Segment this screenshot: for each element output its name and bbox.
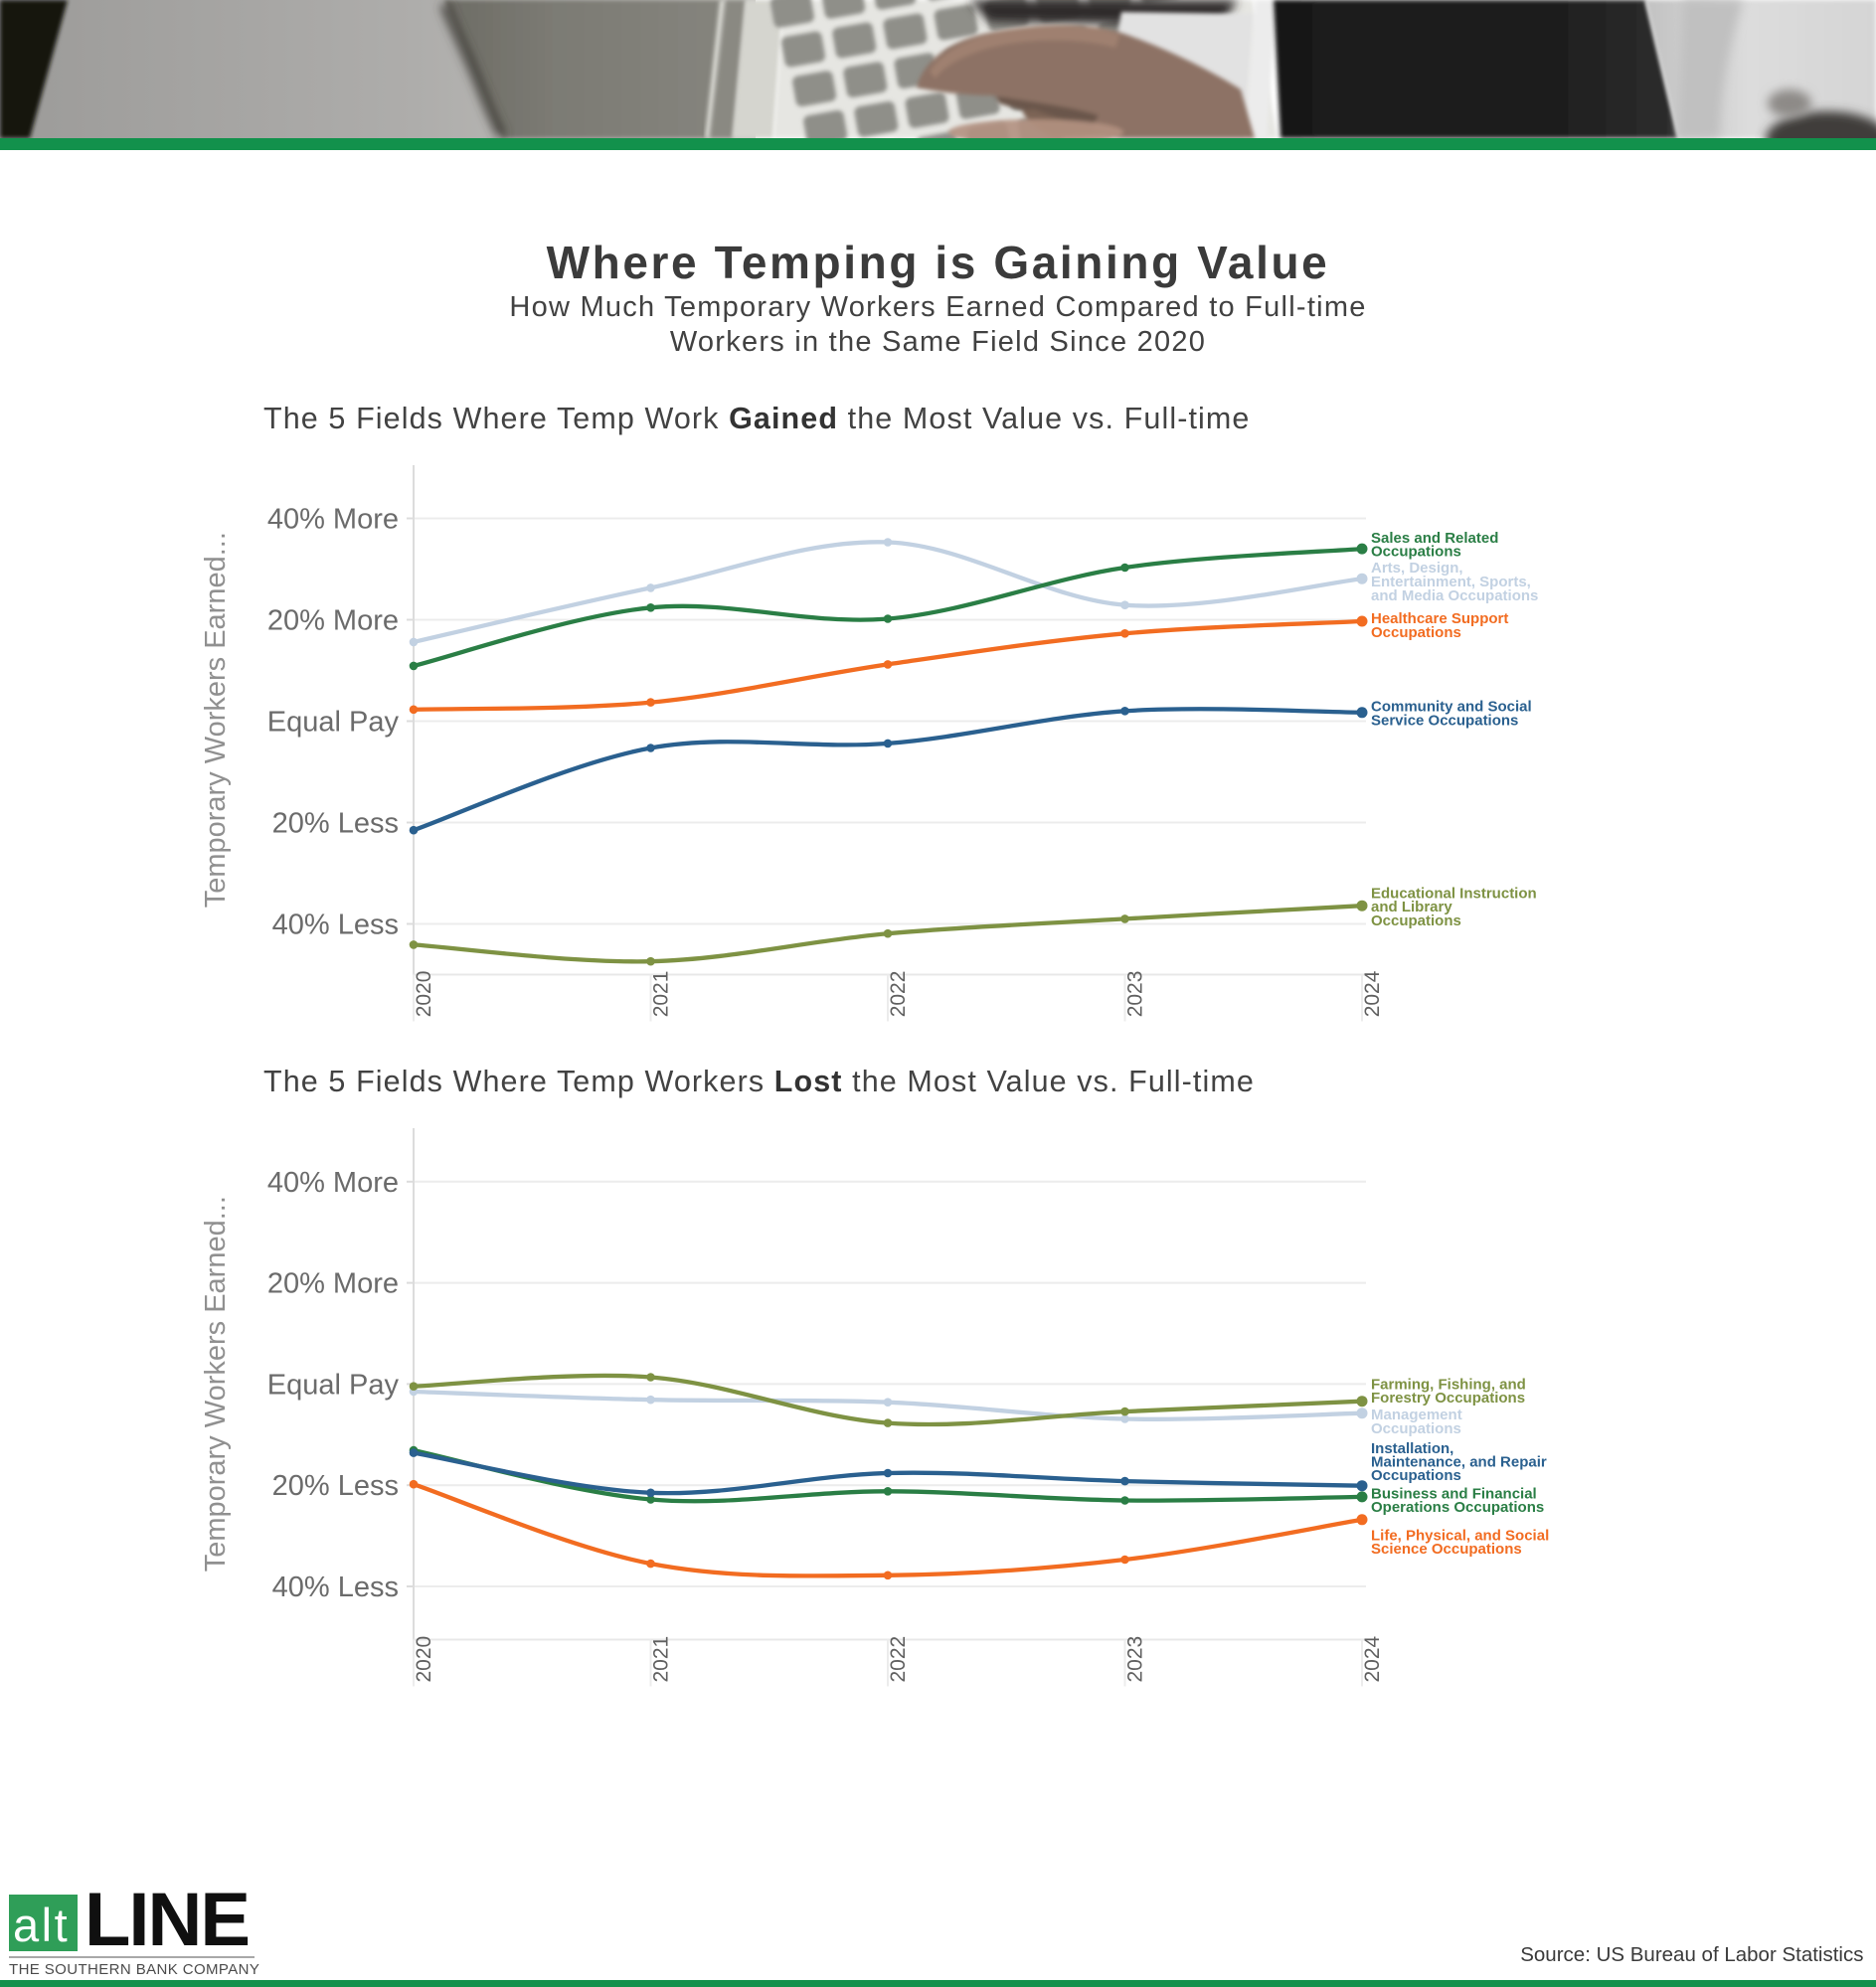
svg-text:2021: 2021 <box>650 971 673 1018</box>
svg-text:40% More: 40% More <box>267 504 399 536</box>
svg-text:Temporary Workers Earned...: Temporary Workers Earned... <box>200 532 232 908</box>
svg-text:Installation,Maintenance, and: Installation, Maintenance, and Repair Occu… <box>1371 1440 1547 1484</box>
svg-text:40% Less: 40% Less <box>272 1572 399 1603</box>
svg-text:2020: 2020 <box>413 1636 435 1683</box>
svg-text:40% More: 40% More <box>267 1167 399 1199</box>
svg-text:2022: 2022 <box>887 1636 910 1683</box>
svg-text:20% More: 20% More <box>267 1268 399 1300</box>
svg-text:2020: 2020 <box>413 971 435 1018</box>
svg-text:40% Less: 40% Less <box>272 910 399 941</box>
svg-text:2021: 2021 <box>650 1636 673 1683</box>
svg-text:2023: 2023 <box>1124 971 1147 1018</box>
svg-text:Equal Pay: Equal Pay <box>267 1369 400 1401</box>
svg-text:2024: 2024 <box>1361 1635 1384 1682</box>
svg-text:Temporary Workers Earned...: Temporary Workers Earned... <box>200 1196 232 1572</box>
svg-text:20% More: 20% More <box>267 605 399 637</box>
svg-text:2023: 2023 <box>1124 1636 1147 1683</box>
svg-text:20% Less: 20% Less <box>272 808 399 840</box>
svg-text:Equal Pay: Equal Pay <box>267 707 400 739</box>
svg-text:Arts, Design,Entertainment, Sp: Arts, Design, Entertainment, Sports, and M… <box>1371 560 1538 604</box>
svg-text:20% Less: 20% Less <box>272 1470 399 1502</box>
svg-text:2024: 2024 <box>1361 970 1384 1017</box>
svg-text:2022: 2022 <box>887 971 910 1018</box>
